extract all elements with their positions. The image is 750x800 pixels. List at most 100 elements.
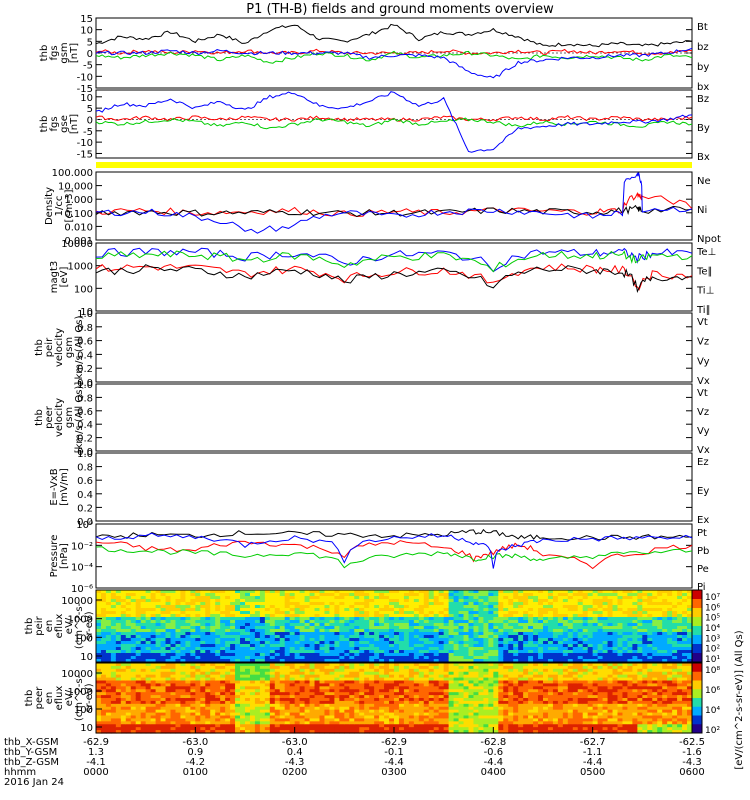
heatmap-cell: [642, 620, 648, 624]
heatmap-cell: [175, 611, 182, 615]
heatmap-cell: [304, 730, 311, 734]
heatmap-cell: [498, 590, 504, 594]
heatmap-cell: [458, 703, 465, 708]
heatmap-cell: [195, 605, 201, 609]
heatmap-cell: [110, 644, 117, 648]
heatmap-cell: [423, 724, 430, 728]
heatmap-cell: [612, 614, 619, 618]
heatmap-cell: [175, 674, 182, 679]
heatmap-cell: [458, 596, 465, 600]
heatmap-cell: [557, 623, 564, 627]
heatmap-cell: [443, 644, 450, 648]
heatmap-cell: [264, 590, 271, 594]
heatmap-cell: [160, 623, 167, 627]
heatmap-cell: [349, 668, 355, 673]
heatmap-cell: [642, 629, 648, 633]
heatmap-cell: [155, 656, 162, 660]
heatmap-cell: [230, 665, 236, 670]
heatmap-cell: [473, 659, 480, 663]
heatmap-cell: [125, 596, 132, 600]
heatmap-cell: [324, 620, 331, 624]
heatmap-cell: [259, 647, 266, 651]
heatmap-cell: [443, 605, 450, 609]
heatmap-cell: [269, 656, 276, 660]
heatmap-cell: [245, 650, 251, 654]
heatmap-cell: [324, 727, 331, 731]
heatmap-cell: [508, 614, 514, 618]
heatmap-cell: [294, 617, 301, 621]
heatmap-cell: [205, 605, 211, 609]
heatmap-cell: [687, 659, 693, 663]
heatmap-cell: [170, 647, 177, 651]
heatmap-cell: [329, 590, 335, 594]
heatmap-cell: [329, 712, 335, 717]
heatmap-cell: [235, 590, 241, 594]
heatmap-cell: [438, 721, 445, 725]
heatmap-cell: [200, 626, 206, 630]
heatmap-cell: [180, 650, 186, 654]
heatmap-cell: [140, 611, 147, 615]
heatmap-cell: [423, 605, 430, 609]
heatmap-cell: [443, 611, 450, 615]
heatmap-cell: [354, 632, 360, 636]
heatmap-cell: [145, 680, 152, 685]
heatmap-cell: [130, 602, 137, 606]
heatmap-cell: [483, 620, 489, 624]
heatmap-cell: [423, 677, 430, 682]
heatmap-cell: [433, 712, 440, 717]
heatmap-cell: [458, 614, 465, 618]
heatmap-cell: [538, 620, 544, 624]
heatmap-cell: [190, 659, 196, 663]
heatmap-cell: [339, 611, 345, 615]
heatmap-cell: [180, 641, 186, 645]
heatmap-cell: [195, 706, 201, 711]
heatmap-cell: [468, 680, 475, 685]
heatmap-cell: [299, 724, 306, 728]
ytick-label: -15: [77, 84, 93, 95]
heatmap-cell: [155, 730, 162, 734]
heatmap-cell: [398, 617, 405, 621]
heatmap-cell: [458, 602, 465, 606]
heatmap-cell: [120, 709, 127, 714]
heatmap-cell: [230, 602, 236, 606]
heatmap-cell: [538, 626, 544, 630]
heatmap-cell: [423, 602, 430, 606]
heatmap-cell: [205, 695, 211, 699]
heatmap-cell: [235, 650, 241, 654]
heatmap-cell: [632, 590, 638, 594]
heatmap-cell: [215, 629, 221, 633]
series-Bt-line: [95, 23, 693, 48]
heatmap-cell: [612, 623, 619, 627]
ytick-label: 1.0: [77, 309, 93, 320]
heatmap-cell: [518, 632, 524, 636]
heatmap-cell: [418, 665, 425, 670]
heatmap-cell: [458, 730, 465, 734]
heatmap-cell: [279, 635, 286, 639]
heatmap-cell: [617, 641, 624, 645]
heatmap-cell: [428, 644, 435, 648]
heatmap-cell: [130, 599, 137, 603]
heatmap-cell: [200, 608, 206, 612]
heatmap-cell: [220, 632, 226, 636]
heatmap-cell: [503, 614, 509, 618]
heatmap-cell: [245, 671, 251, 676]
heatmap-cell: [453, 647, 460, 651]
heatmap-cell: [389, 709, 395, 714]
heatmap-cell: [324, 650, 331, 654]
heatmap-cell: [120, 656, 127, 660]
heatmap-cell: [637, 656, 643, 660]
heatmap-cell: [105, 724, 112, 728]
heatmap-cell: [592, 605, 599, 609]
heatmap-cell: [150, 683, 157, 687]
heatmap-cell: [210, 671, 216, 676]
heatmap-cell: [105, 620, 112, 624]
heatmap-cell: [349, 629, 355, 633]
heatmap-cell: [433, 614, 440, 618]
heatmap-cell: [274, 663, 281, 667]
heatmap-cell: [294, 614, 301, 618]
heatmap-cell: [632, 653, 638, 657]
heatmap-cell: [185, 700, 191, 705]
heatmap-cell: [319, 692, 326, 696]
heatmap-cell: [140, 692, 147, 696]
heatmap-cell: [314, 611, 321, 615]
